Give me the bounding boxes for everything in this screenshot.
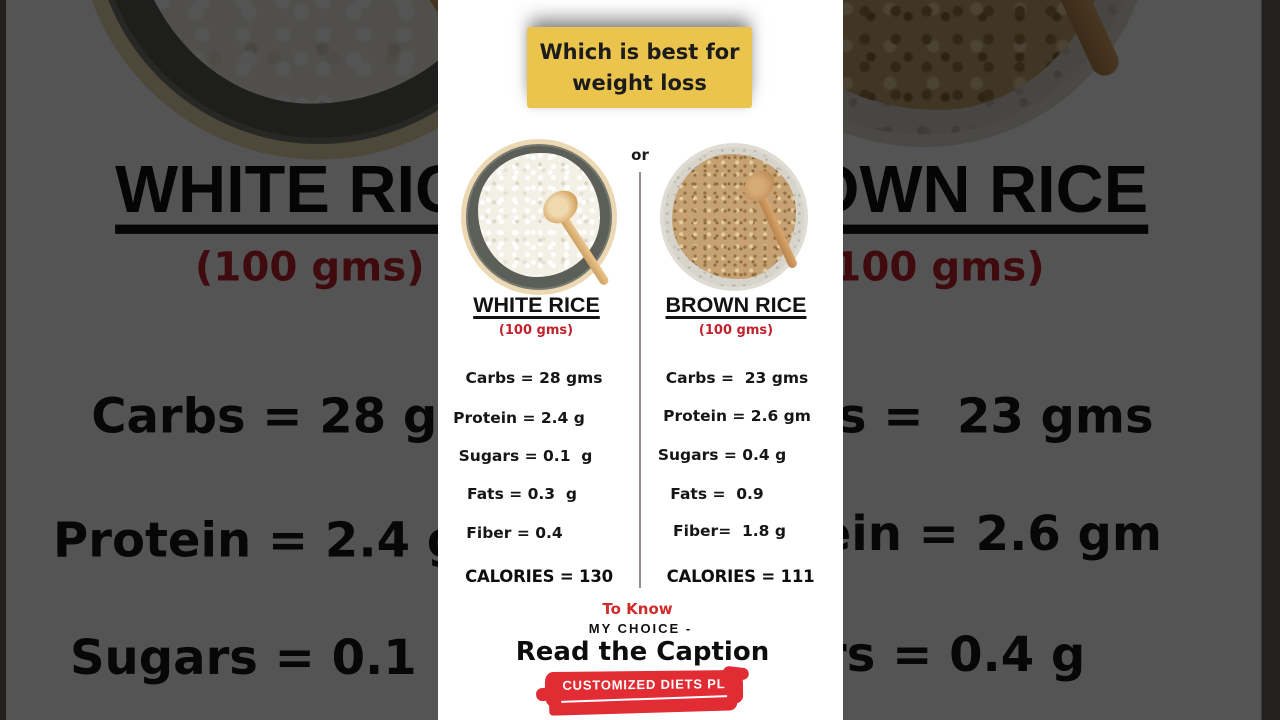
white-rice-carbs: Carbs = 28 gms xyxy=(465,369,603,387)
brown-rice-sugars: Sugars = 0.4 g xyxy=(657,446,787,464)
brand-banner: CUSTOMIZED DIETS PL xyxy=(544,665,750,707)
white-rice-fiber: Fiber = 0.4 xyxy=(466,524,563,542)
white-rice-fats: Fats = 0.3 g xyxy=(467,485,577,503)
brown-rice-bowl-image xyxy=(660,143,808,291)
column-divider xyxy=(639,172,641,588)
to-know-label: To Know xyxy=(602,600,673,618)
infographic-card: Which is best for weight loss or WHITE R… xyxy=(438,0,843,720)
brand-underline xyxy=(561,695,728,703)
brown-rice-serving: (100 gms) xyxy=(698,323,774,338)
white-rice-bowl-image xyxy=(461,139,617,295)
brown-rice-title: BROWN RICE xyxy=(665,293,807,317)
question-line-2: weight loss xyxy=(572,70,707,95)
my-choice-label: MY CHOICE - xyxy=(588,621,693,636)
brand-label: CUSTOMIZED DIETS PL xyxy=(562,676,726,693)
white-rice-sugars: Sugars = 0.1 g xyxy=(458,447,593,465)
question-banner: Which is best for weight loss xyxy=(527,27,752,108)
question-line-1: Which is best for xyxy=(539,39,740,64)
white-rice-title: WHITE RICE xyxy=(473,293,600,317)
white-rice-protein: Protein = 2.4 g xyxy=(453,409,585,427)
or-label: or xyxy=(631,146,649,164)
brown-rice-fiber: Fiber= 1.8 g xyxy=(673,522,786,540)
brown-rice-texture xyxy=(672,154,796,279)
brown-rice-carbs: Carbs = 23 gms xyxy=(665,369,809,387)
brown-rice-protein: Protein = 2.6 gm xyxy=(663,407,811,425)
white-rice-serving: (100 gms) xyxy=(498,323,574,338)
brown-rice-calories: CALORIES = 111 xyxy=(666,567,815,586)
read-caption-label: Read the Caption xyxy=(515,637,770,667)
brown-rice-fats: Fats = 0.9 xyxy=(670,485,764,503)
white-rice-texture xyxy=(477,152,601,277)
white-rice-calories: CALORIES = 130 xyxy=(465,567,613,586)
